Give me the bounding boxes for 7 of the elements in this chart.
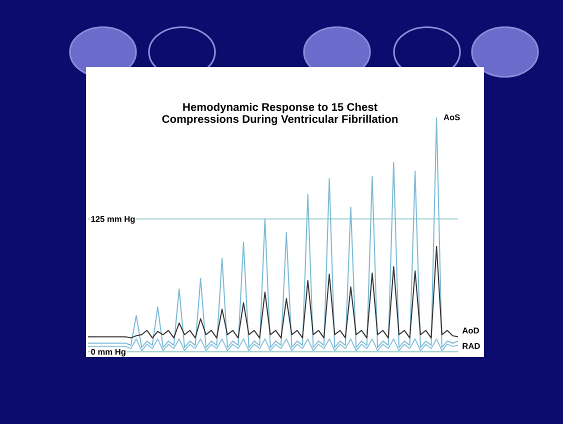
series-label: AoS xyxy=(444,114,460,120)
line-series xyxy=(88,246,458,338)
y-tick-label: 0 mm Hg xyxy=(91,348,126,356)
y-tick-label: 125 mm Hg xyxy=(91,216,135,224)
series-label: RAD xyxy=(462,343,480,349)
series-label: AoD xyxy=(462,328,479,334)
text: Hemodynamic Response to 15 Chest Compressions During Ventricular Fibrillation xyxy=(162,102,398,126)
